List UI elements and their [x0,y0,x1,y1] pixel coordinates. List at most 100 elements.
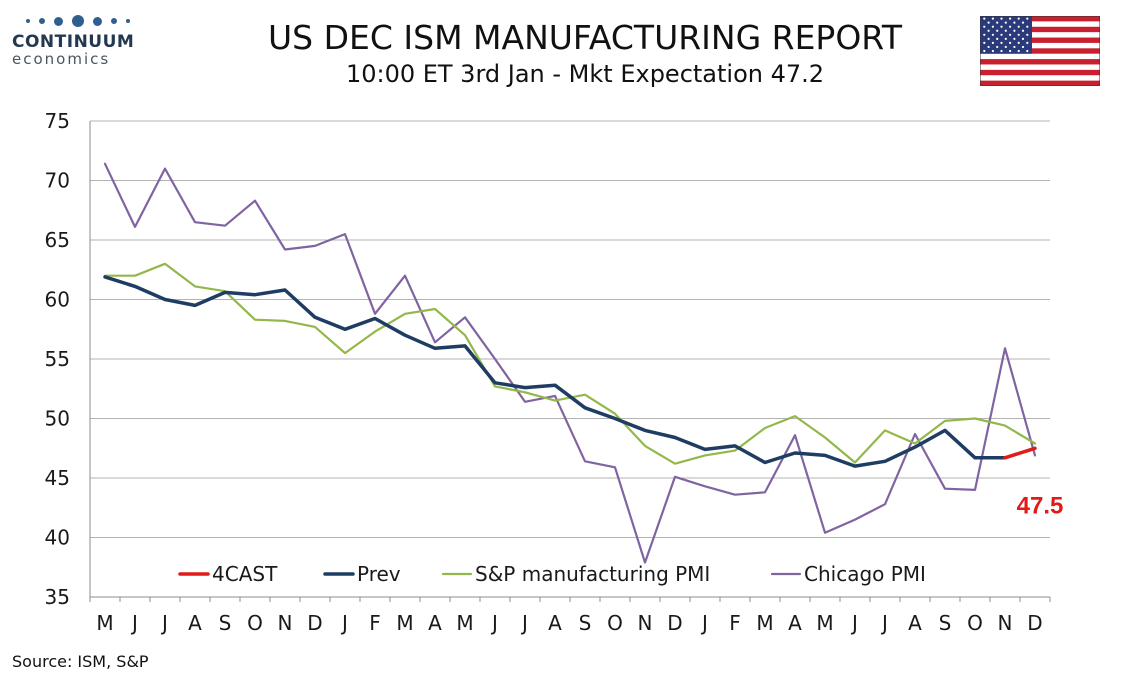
flag-star [1009,41,1012,44]
flag-star [1009,25,1012,28]
x-tick-label: J [850,611,858,635]
x-tick-label: J [700,611,708,635]
flag-star [1017,49,1020,53]
flag-star [983,25,986,28]
x-tick-label: O [607,611,623,635]
flag-star [996,37,999,40]
legend: 4CAST Prev S&P manufacturing PMI Chicago PM… [178,562,926,586]
flag-star [1000,17,1003,20]
series-lines [103,162,1037,564]
flag-star [1000,33,1003,36]
flag-star [991,25,994,28]
flag-star [987,21,990,24]
series-line-chicago-pmi [103,162,1037,564]
legend-label: Chicago PMI [804,562,926,586]
x-tick-label: A [788,611,802,635]
flag-star [1004,21,1007,24]
flag-star [1021,29,1025,32]
flag-star [1004,45,1007,49]
y-tick-label: 50 [45,407,70,431]
flag-star [1026,17,1029,20]
flag-star [1026,33,1029,36]
x-tick-label: J [340,611,348,635]
flag-star [991,33,994,36]
x-tick-label: O [967,611,983,635]
flag-star [1026,41,1029,44]
x-tick-label: N [638,611,653,635]
x-tick-label: J [490,611,498,635]
x-tick-label: S [939,611,952,635]
flag-star [1009,17,1012,20]
y-tick-label: 75 [45,109,70,133]
flag-star [1017,17,1020,20]
x-tick-label: J [880,611,888,635]
forecast-value-label: 47.5 [1017,492,1064,519]
flag-star [991,49,994,53]
flag-star [1004,37,1007,40]
y-tick-label: 55 [45,347,70,371]
x-tick-label: A [548,611,562,635]
continuum-economics-logo: CONTINUUM economics [12,14,137,78]
y-tick-label: 40 [45,526,70,550]
x-tick-label: N [998,611,1013,635]
chart-subtitle: 10:00 ET 3rd Jan - Mkt Expectation 47.2 [345,60,825,88]
y-tick-labels: 35 40 45 50 55 60 65 70 75 [45,109,70,609]
x-tick-label: M [816,611,833,635]
x-tick-label: J [160,611,168,635]
legend-label: S&P manufacturing PMI [475,562,710,586]
flag-star [1013,29,1016,32]
x-tick-label: F [369,611,381,635]
flag-star [1000,41,1003,44]
flag-star [987,45,990,49]
y-tick-label: 35 [45,585,70,609]
chart-title: US DEC ISM MANUFACTURING REPORT [268,18,902,57]
flag-star [1021,37,1025,40]
flag-star [1013,21,1016,24]
logo-sub: economics [12,50,111,68]
flag-star [996,29,999,32]
x-tick-label: M [396,611,413,635]
flag-star [1013,37,1016,40]
y-tick-label: 65 [45,228,70,252]
source-note: Source: ISM, S&P [12,652,149,671]
flag-star [983,41,986,44]
flag-star [1009,33,1012,36]
logo-name: CONTINUUM [12,32,135,52]
x-tick-label: N [278,611,293,635]
flag-star [1004,29,1007,32]
x-tick-label: M [96,611,113,635]
flag-star [996,45,999,49]
annotations: 47.5 [1017,492,1064,519]
x-tick-label: A [428,611,442,635]
x-tick-label: A [188,611,202,635]
x-tick-label: D [667,611,682,635]
y-tick-label: 45 [45,466,70,490]
flag-star [1009,49,1012,53]
flag-star [987,37,990,40]
flag-star [991,17,994,20]
y-tick-label: 60 [45,288,70,312]
x-tick-label: A [908,611,922,635]
flag-star [996,21,999,24]
flag-star [987,29,990,32]
y-tick-label: 70 [45,169,70,193]
x-tick-label: D [1027,611,1042,635]
x-tick-label: M [756,611,773,635]
series-line-4cast [1003,446,1037,460]
flag-star [983,49,986,53]
flag-star [1021,45,1025,49]
flag-star [1013,45,1016,49]
x-tick-label: J [520,611,528,635]
legend-label: 4CAST [212,562,278,586]
logo-dots-icon [26,14,137,28]
x-tick-label: F [729,611,741,635]
x-tick-label: S [219,611,232,635]
flag-star [1000,49,1003,53]
flag-star [1000,25,1003,28]
x-tick-label: J [130,611,138,635]
legend-label: Prev [357,562,401,586]
axes [89,121,1051,602]
flag-star [1017,33,1020,36]
